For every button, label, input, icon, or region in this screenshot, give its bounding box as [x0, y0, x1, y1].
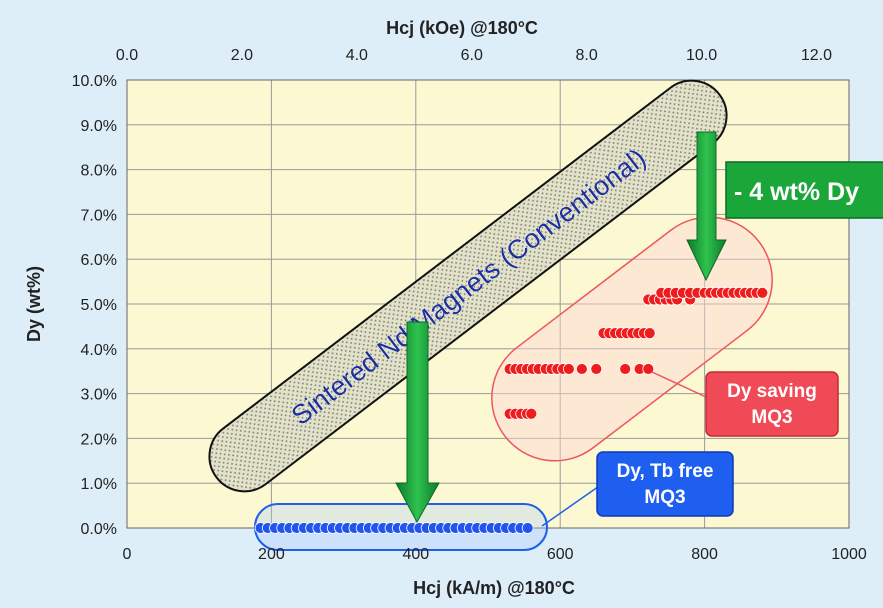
dy-saving-connector [651, 371, 707, 398]
top-tick-label: 0.0 [116, 47, 138, 64]
dy-free-label-line1: Dy, Tb free [617, 461, 714, 482]
dy-saving-point [756, 286, 769, 299]
y-tick-label: 9.0% [81, 118, 117, 135]
reduction-label: - 4 wt% Dy [734, 178, 859, 206]
dy-saving-point [575, 363, 588, 375]
top-tick-label: 12.0 [801, 47, 832, 64]
y-axis-title: Dy (wt%) [24, 266, 44, 342]
dy-saving-callout: Dy saving MQ3 [705, 371, 839, 437]
top-tick-label: 8.0 [576, 47, 598, 64]
dy-saving-point [590, 363, 603, 375]
x-axis-title: Hcj (kA/m) @180°C [413, 578, 575, 598]
x-tick-label: 1000 [831, 546, 867, 563]
dy-saving-point [619, 363, 632, 375]
y-tick-label: 7.0% [81, 207, 117, 224]
top-tick-label: 6.0 [461, 47, 483, 64]
dy-saving-point [562, 363, 575, 375]
right-arrow [686, 131, 727, 282]
x-tick-label: 400 [402, 546, 429, 563]
top-tick-label: 10.0 [686, 47, 717, 64]
top-tick-label: 2.0 [231, 47, 253, 64]
x-tick-label: 600 [547, 546, 574, 563]
y-tick-label: 3.0% [81, 387, 117, 404]
dy-free-connector [541, 481, 606, 527]
x-tick-label: 800 [691, 546, 718, 563]
y-tick-label: 0.0% [81, 521, 117, 538]
dy-saving-label-line1: Dy saving [727, 381, 817, 402]
reduction-callout: - 4 wt% Dy [725, 161, 883, 219]
y-tick-label: 8.0% [81, 163, 117, 180]
dy-saving-label-line2: MQ3 [751, 407, 792, 428]
top-tick-label: 4.0 [346, 47, 368, 64]
top-axis-ticks: 0.0 2.0 4.0 6.0 8.0 10.0 12.0 [116, 47, 832, 64]
y-axis-ticks: 0.0% 1.0% 2.0% 3.0% 4.0% 5.0% 6.0% 7.0% 8.0% 9.0%… [72, 73, 117, 538]
dy-saving-point [643, 327, 656, 340]
x-tick-label: 0 [123, 546, 132, 563]
x-tick-label: 200 [258, 546, 285, 563]
top-axis-title: Hcj (kOe) @180°C [386, 18, 538, 38]
dy-free-callout: Dy, Tb free MQ3 [596, 451, 734, 517]
y-tick-label: 6.0% [81, 252, 117, 269]
y-tick-label: 1.0% [81, 476, 117, 493]
y-tick-label: 5.0% [81, 297, 117, 314]
data-points [254, 286, 769, 534]
dy-free-label-line2: MQ3 [644, 487, 685, 508]
left-arrow [395, 321, 440, 524]
dy-saving-point [642, 363, 655, 375]
y-tick-label: 10.0% [72, 73, 117, 90]
dy-free-point [521, 522, 534, 534]
x-axis-ticks: 0 200 400 600 800 1000 [123, 546, 867, 563]
y-tick-label: 4.0% [81, 342, 117, 359]
dy-saving-point [525, 407, 538, 420]
y-tick-label: 2.0% [81, 431, 117, 448]
